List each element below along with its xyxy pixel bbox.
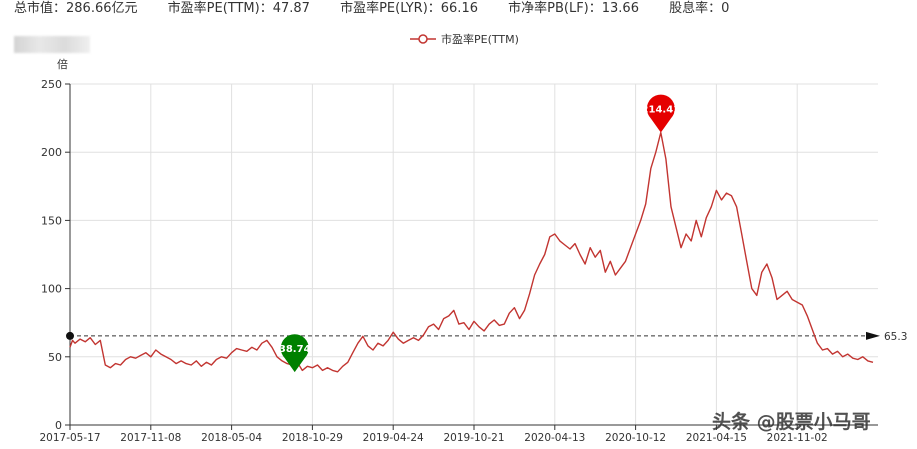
average-line-label: 65.3	[884, 331, 907, 343]
y-tick-label: 100	[41, 283, 62, 296]
x-tick-label: 2017-05-17	[39, 432, 100, 444]
stats-bar: 总市值：286.66亿元 市盈率PE(TTM)：47.87 市盈率PE(LYR)…	[14, 0, 755, 18]
legend-label: 市盈率PE(TTM)	[441, 32, 519, 46]
pb-lf: 市净率PB(LF)：13.66	[508, 1, 639, 16]
y-tick-label: 200	[41, 146, 62, 159]
x-tick-label: 2018-10-29	[282, 432, 343, 444]
series-line-pe-ttm	[69, 131, 874, 373]
y-tick-label: 0	[55, 419, 62, 432]
x-tick-label: 2019-10-21	[443, 432, 504, 444]
y-axis-label: 倍	[57, 57, 68, 71]
x-tick-label: 2020-04-13	[524, 432, 585, 444]
pe-lyr: 市盈率PE(LYR)：66.16	[340, 1, 478, 16]
min-point-label: 38.74	[279, 344, 311, 355]
x-tick-label: 2021-04-15	[686, 432, 747, 444]
max-point-pin	[646, 94, 675, 133]
x-tick-label: 2020-10-12	[605, 432, 666, 444]
average-line-start-dot	[66, 331, 74, 340]
x-tick-label: 2021-11-02	[767, 432, 828, 444]
blurred-label	[14, 36, 90, 53]
y-tick-label: 50	[48, 351, 62, 364]
x-tick-label: 2017-11-08	[120, 432, 181, 444]
legend-marker	[418, 34, 428, 44]
y-tick-label: 150	[41, 214, 62, 227]
max-point-label: 214.41	[642, 105, 681, 116]
watermark-text: 头条 @股票小马哥	[712, 410, 871, 433]
market-cap: 总市值：286.66亿元	[14, 1, 138, 16]
x-tick-label: 2019-04-24	[363, 432, 424, 444]
dividend-yield: 股息率：0	[669, 1, 730, 16]
y-tick-label: 250	[41, 78, 62, 91]
min-point-pin	[280, 334, 309, 373]
average-line-arrow	[866, 331, 880, 340]
x-tick-label: 2018-05-04	[201, 432, 262, 444]
pe-ttm: 市盈率PE(TTM)：47.87	[167, 1, 310, 16]
